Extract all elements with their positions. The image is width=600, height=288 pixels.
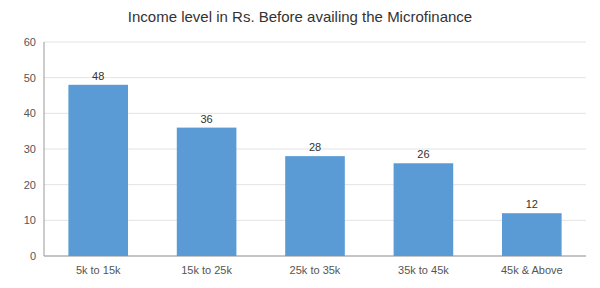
bar — [285, 156, 345, 256]
data-label: 12 — [526, 198, 538, 210]
x-tick-label: 5k to 15k — [76, 264, 121, 276]
bar — [394, 163, 454, 256]
y-tick-label: 0 — [30, 250, 36, 262]
y-tick-label: 20 — [24, 179, 36, 191]
grid — [44, 42, 586, 256]
x-tick-label: 45k & Above — [501, 264, 563, 276]
bar — [502, 213, 562, 256]
x-axis: 5k to 15k 15k to 25k 25k to 35k 35k to 45k 4… — [76, 264, 563, 276]
chart-container: Income level in Rs. Before availing the … — [0, 0, 600, 288]
bar — [68, 85, 128, 256]
x-tick-label: 15k to 25k — [181, 264, 232, 276]
data-label: 28 — [309, 141, 321, 153]
grid-line — [44, 77, 586, 78]
data-label: 36 — [200, 113, 212, 125]
x-tick-label: 35k to 45k — [398, 264, 449, 276]
grid-line — [44, 42, 586, 43]
y-tick-label: 50 — [24, 72, 36, 84]
title: Income level in Rs. Before availing the … — [128, 8, 472, 25]
chart: Income level in Rs. Before availing the … — [0, 0, 600, 288]
data-label: 48 — [92, 70, 104, 82]
bars — [68, 85, 561, 256]
y-tick-label: 60 — [24, 36, 36, 48]
bar — [177, 128, 237, 256]
y-axis: 0 10 20 30 40 50 60 — [24, 36, 36, 262]
data-label: 26 — [417, 148, 429, 160]
x-tick-label: 25k to 35k — [290, 264, 341, 276]
data-labels: 48 36 28 26 12 — [92, 70, 538, 210]
y-tick-label: 10 — [24, 214, 36, 226]
y-tick-label: 30 — [24, 143, 36, 155]
y-tick-label: 40 — [24, 107, 36, 119]
y-axis-line — [44, 42, 45, 256]
